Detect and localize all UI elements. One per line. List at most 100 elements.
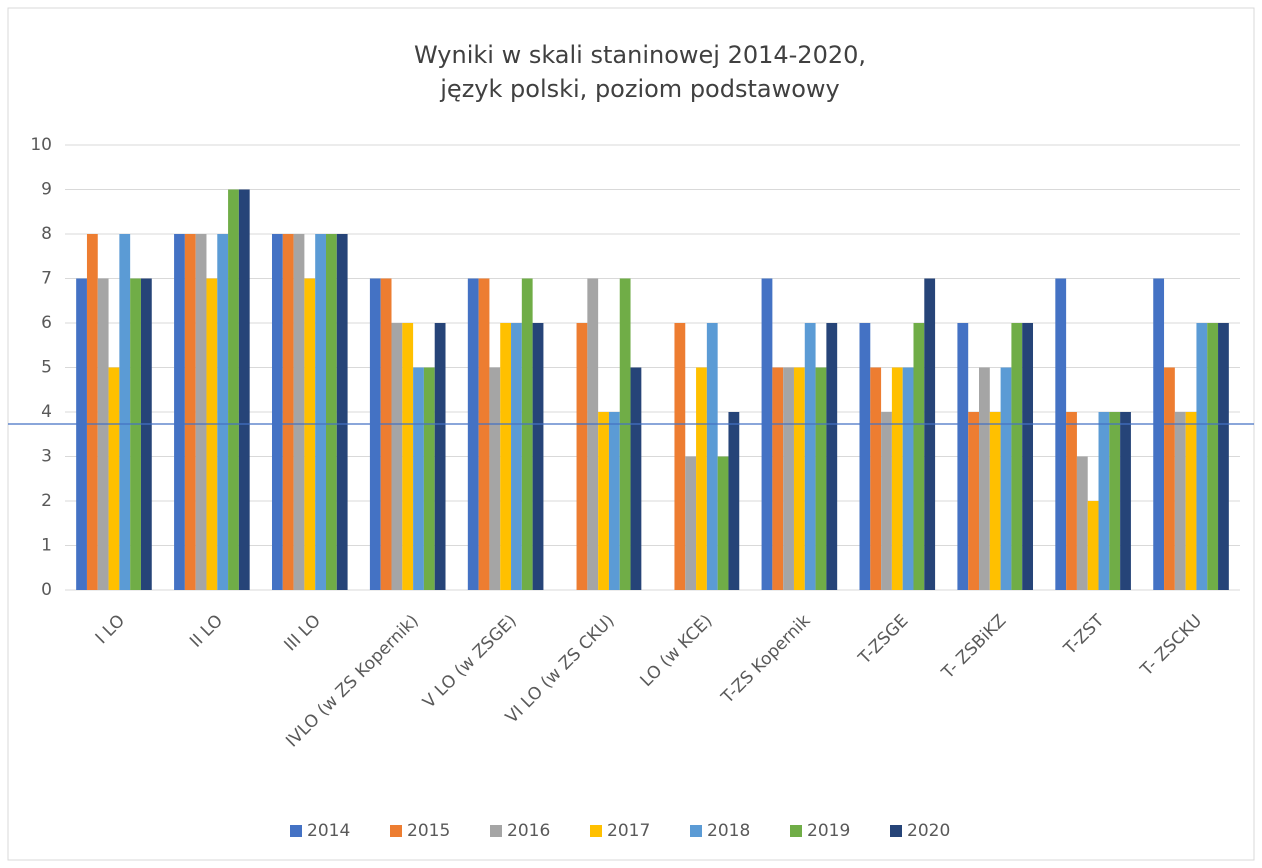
bar [1207, 323, 1219, 590]
bar [696, 367, 707, 590]
bar [859, 323, 871, 590]
bar [924, 278, 936, 590]
bar [532, 323, 544, 590]
bar [174, 234, 185, 590]
bar [402, 323, 414, 590]
bar [881, 412, 892, 590]
bar [1000, 367, 1012, 590]
bar [97, 278, 109, 590]
bar [271, 234, 283, 590]
bar [282, 234, 294, 590]
bar [1076, 456, 1088, 590]
legend-swatch [890, 825, 902, 837]
chart-title: Wyniki w skali staninowej 2014-2020, [414, 41, 866, 69]
bar [423, 367, 435, 590]
bar [772, 367, 784, 590]
y-tick-label: 2 [41, 491, 52, 511]
legend-label: 2017 [607, 821, 650, 841]
bar [228, 189, 239, 590]
bar [478, 278, 490, 590]
bar [598, 412, 609, 590]
bar [587, 278, 599, 590]
bar [761, 278, 773, 590]
bar [511, 323, 522, 590]
bar [140, 278, 152, 590]
bar [86, 234, 98, 590]
bar [717, 456, 729, 590]
bar [815, 367, 827, 590]
bar [325, 234, 337, 590]
bar [1087, 501, 1099, 590]
bar [1196, 323, 1208, 590]
y-tick-label: 0 [41, 580, 52, 600]
bar [902, 367, 914, 590]
bar [608, 412, 620, 590]
bar [1109, 412, 1121, 590]
bar [1218, 323, 1229, 590]
bar [1011, 323, 1023, 590]
bar [891, 367, 903, 590]
bar [674, 323, 686, 590]
bar [576, 323, 588, 590]
bar [1098, 412, 1110, 590]
legend-label: 2018 [707, 821, 750, 841]
bar [1164, 367, 1175, 590]
bar [206, 278, 218, 590]
legend-label: 2016 [507, 821, 550, 841]
y-tick-label: 8 [41, 224, 52, 244]
y-tick-label: 10 [30, 135, 52, 155]
bar [728, 412, 740, 590]
bar [979, 367, 990, 590]
bar [184, 234, 196, 590]
bar [489, 367, 501, 590]
y-tick-label: 7 [41, 269, 52, 289]
bar [1066, 412, 1077, 590]
bar [238, 189, 250, 590]
bar [434, 323, 446, 590]
y-tick-label: 6 [41, 313, 52, 333]
bar [913, 323, 925, 590]
bar [1174, 412, 1186, 590]
y-tick-label: 5 [41, 358, 52, 378]
bar [119, 234, 131, 590]
bar [413, 367, 424, 590]
legend-swatch [390, 825, 402, 837]
bar [957, 323, 969, 590]
y-tick-label: 1 [41, 536, 52, 556]
bar [76, 278, 87, 590]
bar [467, 278, 479, 590]
bar [500, 323, 512, 590]
bar [619, 278, 631, 590]
bar [793, 367, 805, 590]
bar [391, 323, 403, 590]
bar [968, 412, 980, 590]
bar [783, 367, 794, 590]
bar [989, 412, 1001, 590]
legend-swatch [690, 825, 702, 837]
bar [1055, 278, 1067, 590]
bar [304, 278, 316, 590]
legend-swatch [490, 825, 502, 837]
bar [217, 234, 229, 590]
legend-swatch [790, 825, 802, 837]
legend-swatch [290, 825, 302, 837]
bar [293, 234, 305, 590]
legend-swatch [590, 825, 602, 837]
bar [685, 456, 697, 590]
legend-label: 2014 [307, 821, 350, 841]
legend-label: 2015 [407, 821, 450, 841]
bar [1185, 412, 1197, 590]
bar [108, 367, 120, 590]
bar [521, 278, 533, 590]
y-tick-label: 9 [41, 180, 52, 200]
chart-title: język polski, poziom podstawowy [439, 75, 839, 103]
bar [369, 278, 381, 590]
bar [380, 278, 392, 590]
y-tick-label: 3 [41, 447, 52, 467]
bar [804, 323, 816, 590]
bar [195, 234, 207, 590]
bar [706, 323, 718, 590]
bar [1022, 323, 1034, 590]
legend-label: 2019 [807, 821, 850, 841]
